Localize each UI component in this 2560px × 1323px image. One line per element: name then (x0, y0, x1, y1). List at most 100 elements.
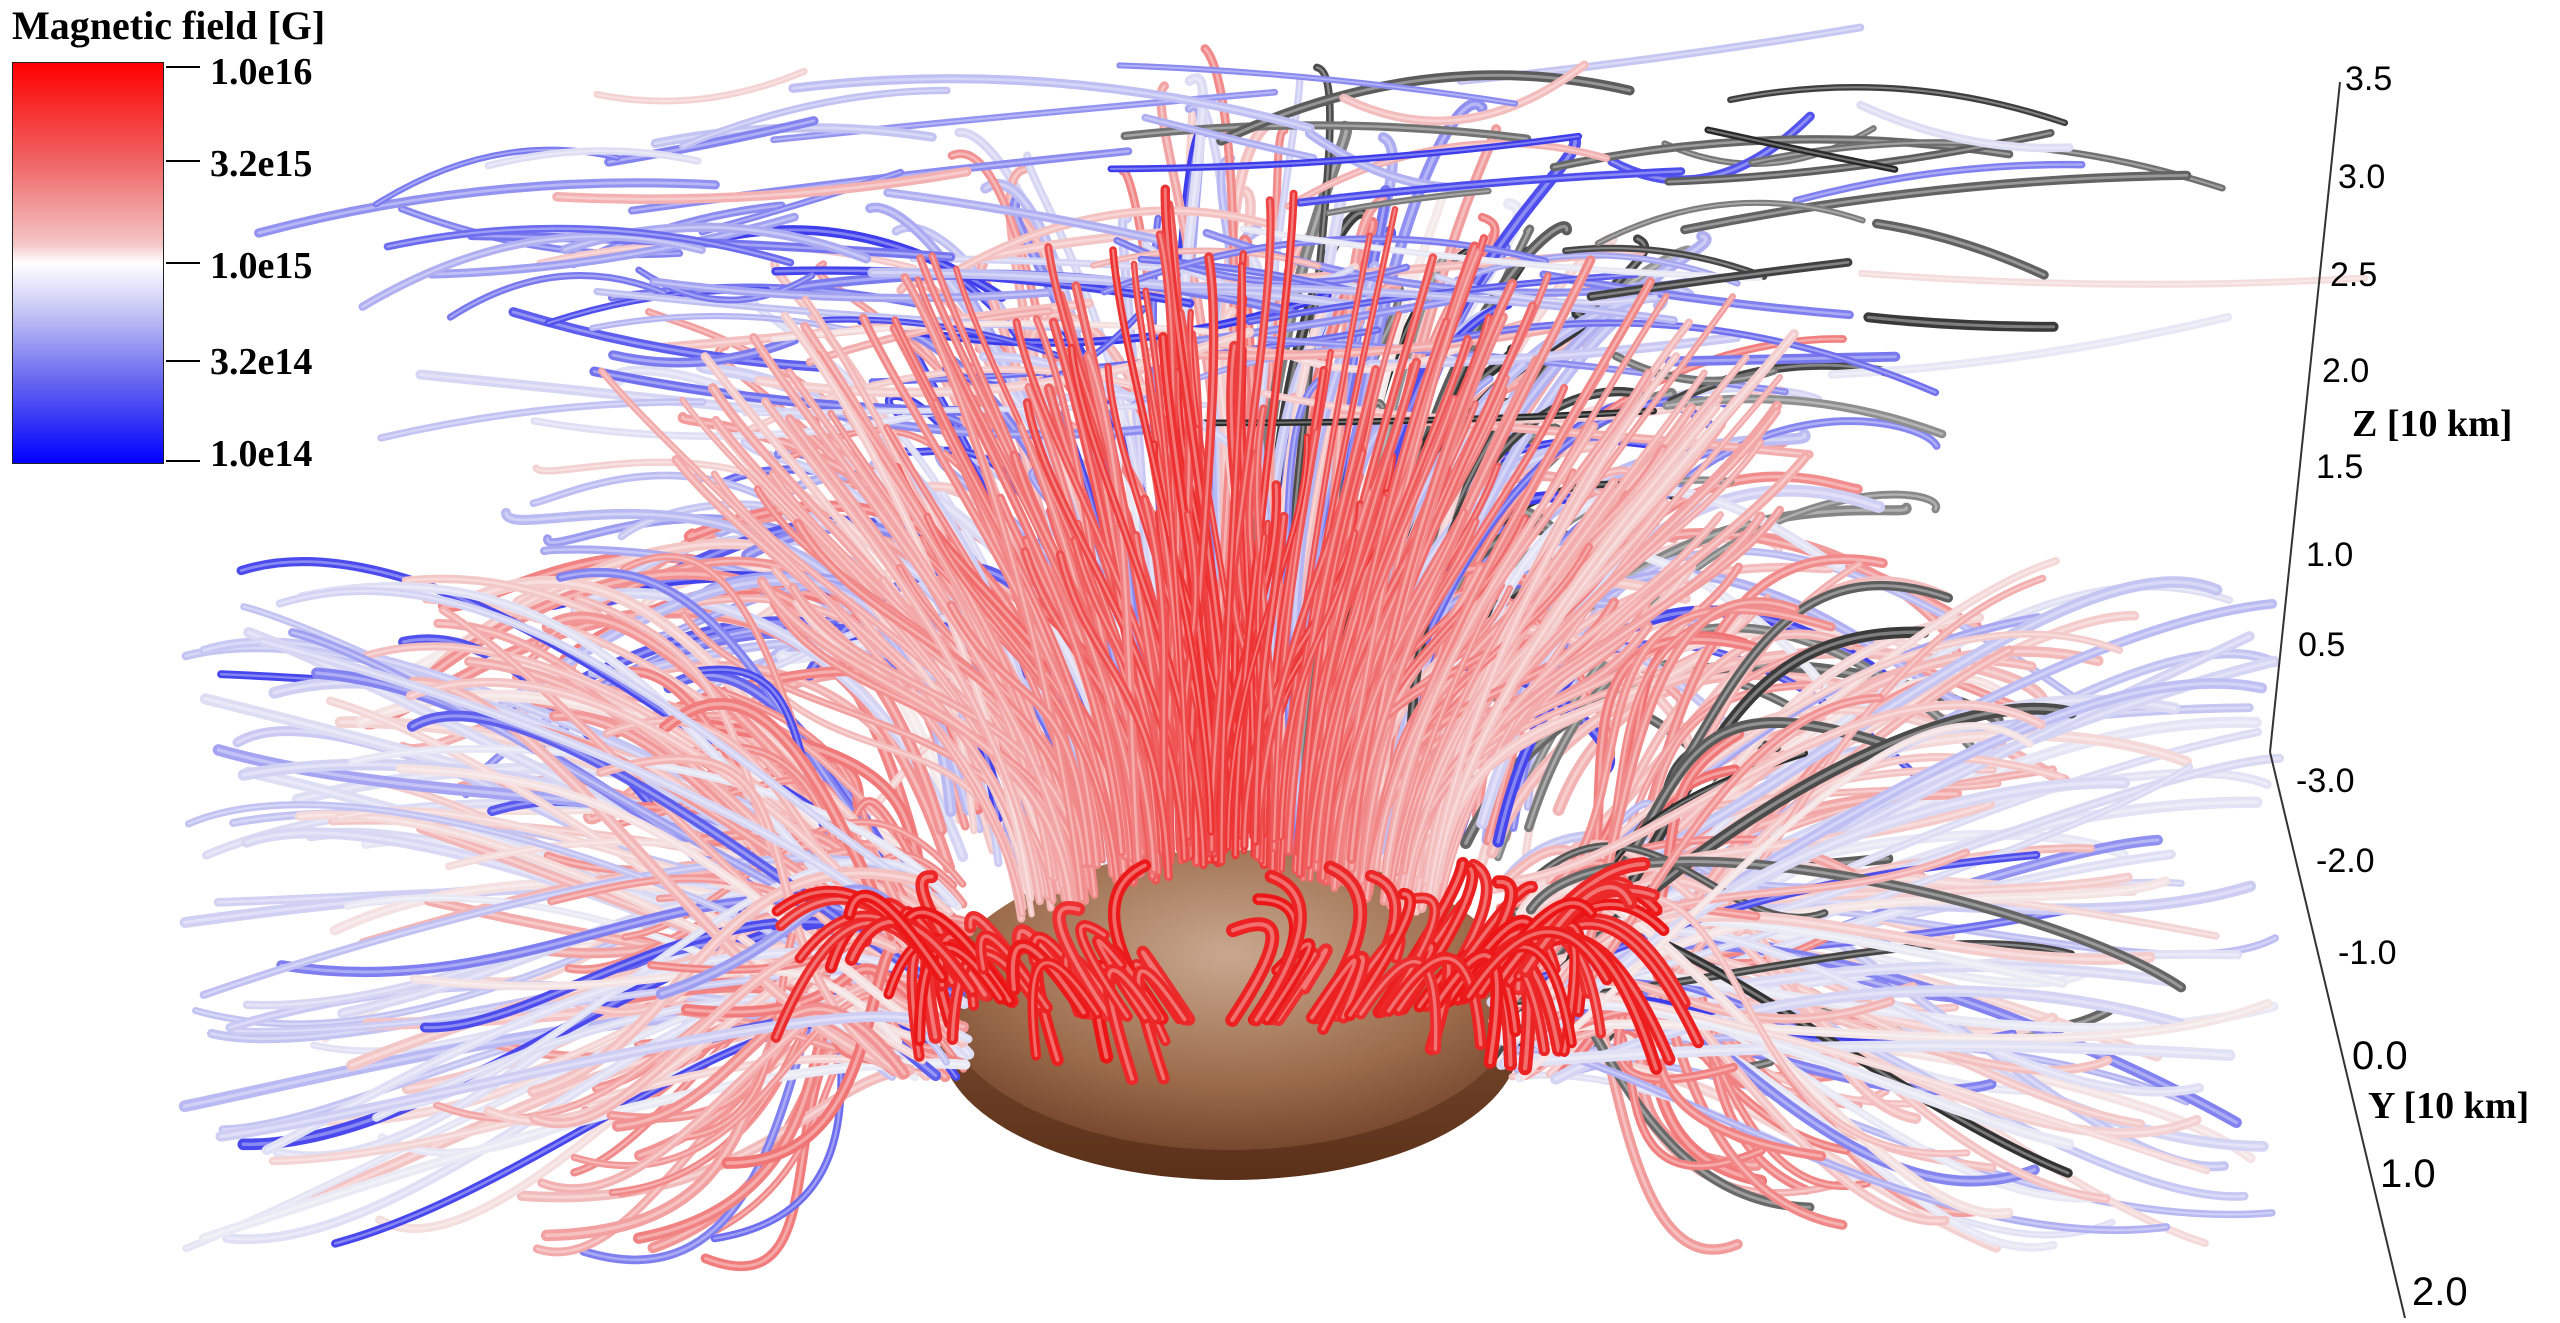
field-line-highlight (1144, 289, 1190, 838)
field-line-highlight (1123, 124, 1529, 140)
field-line-tube (383, 224, 795, 267)
field-line-tube (348, 744, 962, 911)
field-line-tube (816, 316, 1067, 361)
field-line-highlight (1279, 531, 1356, 839)
field-line-tube (1027, 957, 1103, 1061)
field-line-tube (598, 367, 1026, 918)
field-line-tube (1863, 312, 2059, 332)
field-line-tube (678, 86, 951, 150)
field-line-highlight (1079, 924, 1129, 1019)
field-line-tube (1107, 132, 1583, 173)
field-line-tube (1141, 113, 1318, 162)
field-line-tube (1006, 939, 1091, 1020)
field-line-highlight (1342, 63, 1586, 123)
colorbar-label: 3.2e14 (210, 341, 313, 383)
field-line-highlight (1466, 930, 1609, 999)
field-line-tube (1662, 394, 1947, 439)
field-line-tube (760, 397, 1044, 906)
field-line-tube (946, 600, 1095, 869)
colorbar-tick (166, 262, 200, 264)
field-line-highlight (607, 119, 816, 164)
field-line-highlight (772, 322, 1229, 341)
z-tick-label: 0.5 (2298, 626, 2346, 664)
field-line-tube (1727, 83, 2069, 127)
field-line-highlight (1210, 199, 1272, 852)
field-line-tube (1250, 511, 1289, 846)
field-line-highlight (1529, 860, 2183, 989)
field-line-tube (1231, 189, 1298, 860)
field-line-tube (1462, 926, 1613, 1003)
field-line-tube (1249, 869, 1307, 1027)
z-axis-label: Z [10 km] (2352, 403, 2513, 445)
field-line-highlight (1455, 254, 1739, 285)
field-line-highlight (1589, 260, 1850, 298)
field-line-highlight (1086, 354, 1141, 876)
field-line-highlight (1253, 515, 1286, 843)
field-line-highlight (818, 318, 1065, 359)
field-line-tube (1516, 798, 1996, 929)
field-line-tube (604, 116, 819, 167)
field-line-highlight (903, 276, 1084, 901)
field-line-highlight (1307, 337, 1469, 867)
y-tick-label: -3.0 (2296, 762, 2355, 800)
z-tick-label: 2.0 (2322, 352, 2370, 390)
field-line-tube (593, 67, 808, 105)
field-line-tube (254, 178, 720, 238)
colorbar-label-min: 1.0e14 (210, 433, 313, 475)
field-line-tube (1143, 323, 1561, 361)
field-line-tube (268, 1054, 922, 1166)
field-line-highlight (949, 603, 1092, 865)
field-line-highlight (1519, 886, 2010, 1216)
field-lines-foreground (178, 184, 2284, 1272)
field-line-highlight (1118, 64, 1517, 105)
field-line-highlight (1384, 424, 1596, 884)
field-line-tube (276, 895, 918, 978)
field-line-tube (1278, 206, 1399, 874)
field-line-highlight (1437, 376, 1781, 916)
field-line-tube (757, 576, 1076, 908)
field-line-highlight (1875, 222, 2046, 277)
field-line-tube (1382, 952, 1487, 1051)
field-line-tube (1519, 722, 2034, 1081)
field-line-tube (1140, 494, 1172, 871)
field-line-tube (1594, 199, 1866, 247)
field-line-highlight (1402, 371, 1706, 909)
field-line-highlight (449, 274, 666, 319)
field-line-highlight (1428, 354, 1678, 898)
field-line-highlight (261, 640, 899, 919)
field-line-highlight (1523, 885, 1633, 973)
field-line-highlight (1280, 208, 1396, 871)
field-line-highlight (674, 458, 1034, 893)
field-line-highlight (411, 680, 911, 1072)
field-line-tube (1426, 402, 1721, 907)
field-line-tube (1355, 956, 1442, 1055)
field-line-tube (1872, 218, 2049, 280)
field-line-tube (1704, 126, 1899, 173)
field-line-highlight (1683, 173, 2189, 232)
field-line-tube (1116, 62, 1519, 107)
colorbar-label-max: 1.0e16 (210, 51, 313, 93)
field-line-tube (1562, 244, 1768, 280)
field-line-tube (843, 889, 949, 984)
field-line-tube (957, 206, 1279, 273)
field-line-tube (1525, 856, 2187, 993)
field-line-highlight (1359, 960, 1438, 1051)
field-line-highlight (1541, 991, 2208, 1172)
field-line-highlight (1706, 128, 1896, 171)
field-line-tube (574, 594, 901, 967)
field-line-tube (1225, 917, 1280, 1027)
legend-title: Magnetic field [G] (12, 3, 326, 48)
field-line-highlight (1349, 282, 1514, 861)
field-line-highlight (1025, 401, 1186, 860)
field-line-tube (358, 232, 706, 311)
field-line-highlight (1866, 315, 2056, 329)
field-line-tube (1330, 508, 1468, 893)
z-tick-label: 2.5 (2330, 256, 2378, 294)
field-line-highlight (763, 400, 1042, 903)
field-line-tube (1325, 187, 1492, 217)
field-line-tube (1092, 934, 1152, 1024)
field-line-highlight (1230, 922, 1275, 1023)
field-line-tube (1239, 225, 1763, 281)
field-line-tube (1513, 700, 2046, 885)
field-line-highlight (847, 894, 945, 979)
